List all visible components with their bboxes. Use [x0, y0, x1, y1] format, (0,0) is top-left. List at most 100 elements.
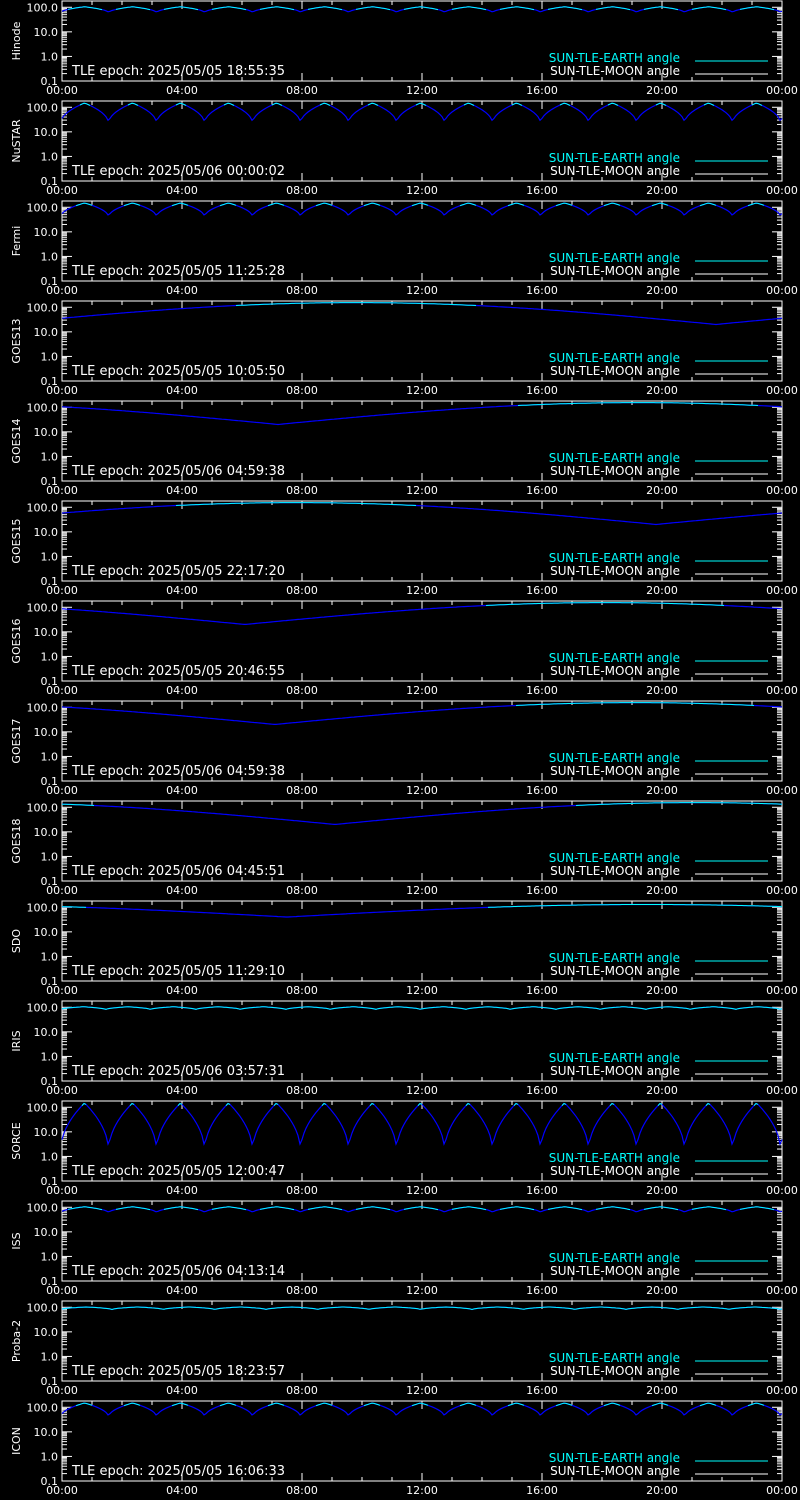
x-tick-label: 20:00 — [646, 1184, 678, 1197]
x-tick-label: 08:00 — [286, 1384, 318, 1397]
x-tick-label: 00:00 — [766, 984, 798, 997]
panel-goes17: 100.010.01.00.100:00 04:00 08:00 12:00 16:00… — [10, 700, 798, 797]
y-tick-label: 10.0 — [34, 726, 59, 739]
x-tick-label: 16:00 — [526, 784, 558, 797]
tle-epoch: TLE epoch: 2025/05/05 11:29:10 — [71, 964, 285, 979]
x-tick-label: 00:00 — [46, 484, 78, 497]
legend-moon-label: SUN-TLE-MOON angle — [550, 1364, 680, 1378]
x-tick-label: 00:00 — [46, 284, 78, 297]
x-tick-label: 08:00 — [286, 1184, 318, 1197]
y-tick-label: 10.0 — [34, 1226, 59, 1239]
y-tick-label: 0.1 — [41, 1275, 59, 1288]
y-tick-label: 10.0 — [34, 126, 59, 139]
x-tick-label: 08:00 — [286, 1484, 318, 1497]
x-tick-label: 20:00 — [646, 284, 678, 297]
legend-earth-label: SUN-TLE-EARTH angle — [549, 1351, 680, 1365]
y-tick-label: 0.1 — [41, 975, 59, 988]
y-tick-label: 1.0 — [41, 550, 59, 563]
x-tick-label: 20:00 — [646, 784, 678, 797]
legend-moon-label: SUN-TLE-MOON angle — [550, 264, 680, 278]
satellite-name: Fermi — [10, 226, 23, 257]
y-tick-label: 0.1 — [41, 575, 59, 588]
y-tick-label: 10.0 — [34, 926, 59, 939]
tle-epoch: TLE epoch: 2025/05/05 22:17:20 — [71, 564, 285, 579]
x-tick-label: 16:00 — [526, 884, 558, 897]
panel-hinode: 100.010.01.00.100:00 04:00 08:00 12:00 16:00… — [10, 0, 798, 97]
x-tick-label: 20:00 — [646, 984, 678, 997]
x-tick-label: 00:00 — [766, 384, 798, 397]
x-tick-label: 00:00 — [46, 1284, 78, 1297]
x-tick-label: 16:00 — [526, 1184, 558, 1197]
satellite-name: NuSTAR — [10, 119, 23, 163]
x-tick-label: 16:00 — [526, 1084, 558, 1097]
y-tick-label: 10.0 — [34, 1426, 59, 1439]
x-tick-label: 20:00 — [646, 1084, 678, 1097]
panel-iris: 100.010.01.00.100:00 04:00 08:00 12:00 16:00… — [10, 1000, 798, 1097]
y-tick-label: 1.0 — [41, 1350, 59, 1363]
satellite-name: GOES18 — [10, 818, 23, 863]
tle-epoch: TLE epoch: 2025/05/05 10:05:50 — [71, 364, 285, 379]
x-tick-label: 08:00 — [286, 684, 318, 697]
x-tick-label: 00:00 — [766, 1484, 798, 1497]
x-tick-label: 08:00 — [286, 284, 318, 297]
x-tick-label: 00:00 — [46, 1384, 78, 1397]
legend-moon-label: SUN-TLE-MOON angle — [550, 964, 680, 978]
y-tick-label: 1.0 — [41, 950, 59, 963]
legend-moon-label: SUN-TLE-MOON angle — [550, 664, 680, 678]
panel-icon: 100.010.01.00.100:00 04:00 08:00 12:00 16:00… — [10, 1400, 798, 1497]
x-tick-label: 12:00 — [406, 1184, 438, 1197]
y-tick-label: 10.0 — [34, 426, 59, 439]
sun-tle-earth-peak — [62, 802, 783, 806]
tle-epoch: TLE epoch: 2025/05/05 12:00:47 — [71, 1164, 285, 1179]
sun-tle-earth-peak — [485, 602, 725, 606]
legend-moon-label: SUN-TLE-MOON angle — [550, 164, 680, 178]
legend-moon-label: SUN-TLE-MOON angle — [550, 1264, 680, 1278]
x-tick-label: 12:00 — [406, 1284, 438, 1297]
x-tick-label: 00:00 — [46, 1184, 78, 1197]
x-tick-label: 00:00 — [46, 984, 78, 997]
y-tick-label: 10.0 — [34, 1126, 59, 1139]
sun-tle-earth-peak — [61, 1306, 783, 1311]
tle-epoch: TLE epoch: 2025/05/05 18:55:35 — [71, 64, 285, 79]
y-tick-label: 100.0 — [27, 601, 59, 614]
y-tick-label: 0.1 — [41, 1475, 59, 1488]
legend-moon-label: SUN-TLE-MOON angle — [550, 1464, 680, 1478]
y-tick-label: 1.0 — [41, 1250, 59, 1263]
satellite-name: GOES16 — [10, 618, 23, 663]
sun-tle-earth-peak — [81, 1102, 759, 1106]
sun-tle-earth-peak — [75, 202, 765, 207]
x-tick-label: 00:00 — [46, 84, 78, 97]
panel-nustar: 100.010.01.00.100:00 04:00 08:00 12:00 16:00… — [10, 100, 798, 197]
y-tick-label: 100.0 — [27, 901, 59, 914]
x-tick-label: 20:00 — [646, 384, 678, 397]
x-tick-label: 16:00 — [526, 384, 558, 397]
y-tick-label: 10.0 — [34, 1026, 59, 1039]
y-tick-label: 10.0 — [34, 226, 59, 239]
legend-earth-label: SUN-TLE-EARTH angle — [549, 451, 680, 465]
y-tick-label: 10.0 — [34, 1326, 59, 1339]
legend-moon-label: SUN-TLE-MOON angle — [550, 464, 680, 478]
x-tick-label: 12:00 — [406, 884, 438, 897]
x-tick-label: 00:00 — [766, 184, 798, 197]
panel-goes13: 100.010.01.00.100:00 04:00 08:00 12:00 16:00… — [10, 300, 798, 397]
legend-moon-label: SUN-TLE-MOON angle — [550, 864, 680, 878]
x-tick-label: 16:00 — [526, 84, 558, 97]
x-tick-label: 12:00 — [406, 284, 438, 297]
satellite-name: SDO — [10, 929, 23, 953]
y-tick-label: 100.0 — [27, 101, 59, 114]
legend-moon-label: SUN-TLE-MOON angle — [550, 364, 680, 378]
x-tick-label: 04:00 — [166, 784, 198, 797]
satellite-name: IRIS — [10, 1030, 23, 1051]
y-tick-label: 0.1 — [41, 375, 59, 388]
satellite-name: GOES13 — [10, 318, 23, 363]
y-tick-label: 1.0 — [41, 350, 59, 363]
legend-moon-label: SUN-TLE-MOON angle — [550, 1164, 680, 1178]
legend-earth-label: SUN-TLE-EARTH angle — [549, 151, 680, 165]
legend-earth-label: SUN-TLE-EARTH angle — [549, 851, 680, 865]
x-tick-label: 08:00 — [286, 584, 318, 597]
x-tick-label: 00:00 — [766, 484, 798, 497]
x-tick-label: 00:00 — [766, 284, 798, 297]
x-tick-label: 04:00 — [166, 884, 198, 897]
x-tick-label: 04:00 — [166, 484, 198, 497]
x-tick-label: 00:00 — [766, 84, 798, 97]
